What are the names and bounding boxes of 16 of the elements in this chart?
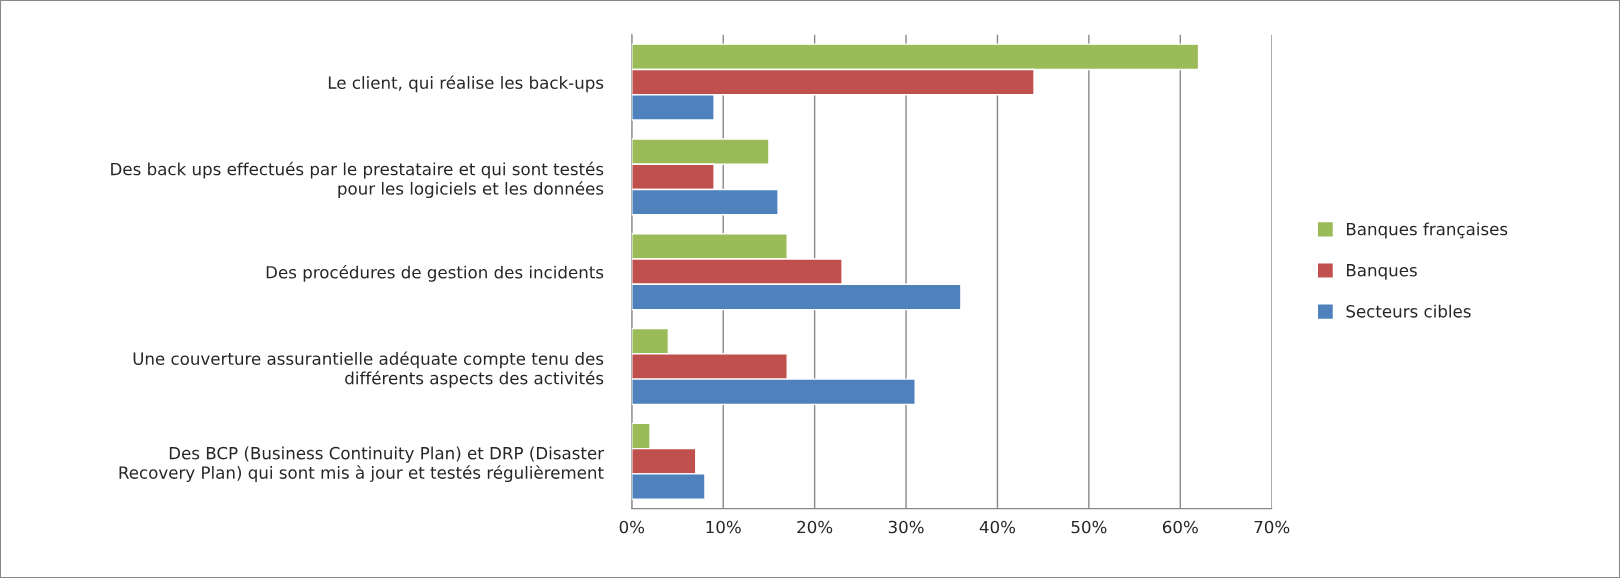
x-tick-label: 50% [1071,520,1107,534]
y-tick-label: Le client, qui réalise les back-ups [328,75,604,93]
legend-label: Banques françaises [1347,222,1508,239]
x-tick-label: 10% [706,520,741,534]
y-tick-label: Une couverture assurantielle adéquate compte tenu des différents aspects des activités [133,351,604,388]
y-tick-label: Des procédures de gestion des incidents [266,264,604,282]
x-tick-label: 30% [888,520,924,534]
legend-label: Secteurs cibles [1346,304,1471,318]
x-tick-label: 0% [619,520,645,534]
x-tick-label: 20% [797,520,833,534]
legend-label: Banques [1347,264,1417,280]
y-tick-label: Des back ups effectués par le prestataire et qui sont testés pour les logiciels et les données [111,161,604,199]
x-tick-label: 40% [979,520,1016,534]
x-tick-label: 70% [1254,520,1290,534]
x-tick-label: 60% [1162,520,1198,534]
y-tick-label: Des BCP (Business Continuity Plan) et DRP (Disaster Recovery Plan) qui sont mis à jour et testés régulièrement [119,446,605,483]
